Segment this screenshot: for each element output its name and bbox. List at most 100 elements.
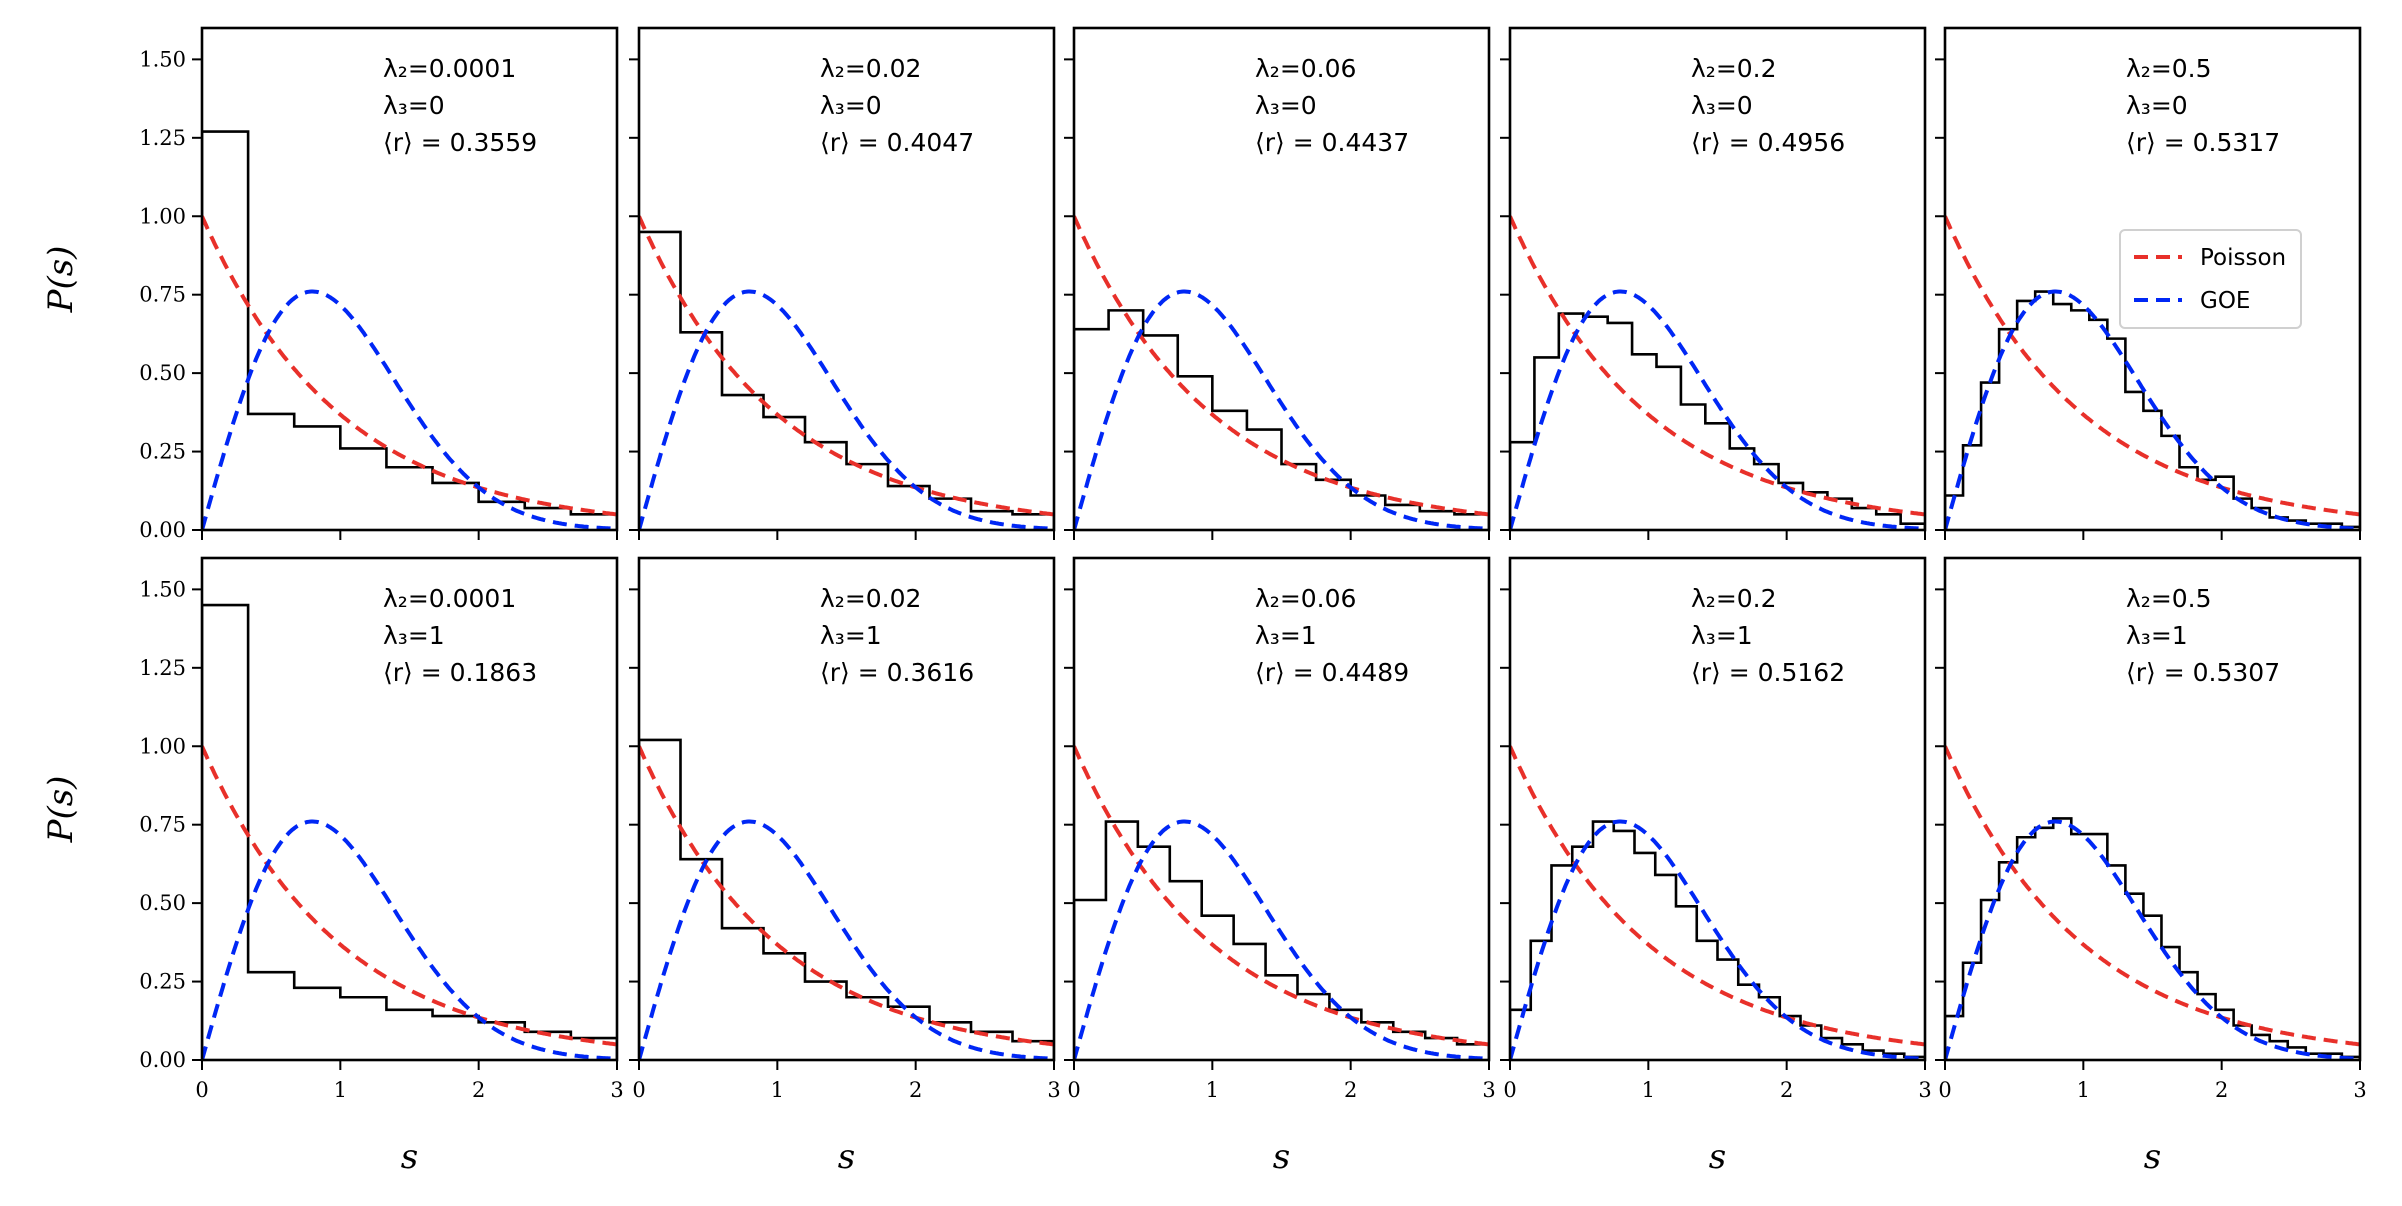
x-axis-label: s [838,1137,855,1177]
x-tick-label: 1 [1642,1078,1655,1102]
x-axis-label: s [1709,1137,1726,1177]
goe-curve [1945,819,2360,1060]
lambda3-label: λ₃=0 [820,91,882,120]
poisson-curve [1945,215,2360,517]
y-axis-label: P(s) [41,776,81,844]
lambda3-label: λ₃=1 [2126,621,2188,650]
plot-area [1074,745,1489,1060]
goe-curve [1510,819,1925,1060]
x-tick-label: 2 [909,1078,922,1102]
goe-curve [639,289,1054,530]
axes-frame [200,556,619,1062]
y-tick-label: 0.50 [139,891,186,915]
x-tick-label: 2 [1780,1078,1793,1102]
goe-curve [1074,289,1489,530]
y-tick-label: 1.50 [139,577,186,601]
poisson-curve [1074,745,1489,1047]
histogram [639,738,1054,1060]
axes-frame [1508,556,1927,1062]
lambda2-label: λ₂=0.02 [820,54,921,83]
plot-area [1510,215,1925,530]
histogram [1510,312,1925,530]
axes-frame [1508,26,1927,532]
y-tick-label: 0.00 [139,1048,186,1072]
histogram [639,230,1054,530]
plot-area [202,603,617,1060]
x-tick-label: 2 [472,1078,485,1102]
panel-3: λ₂=0.06 λ₃=0 ⟨r⟩ = 0.4437 [1064,26,1491,540]
plot-area [1074,215,1489,530]
poisson-curve [1074,215,1489,517]
x-axis-label: s [2144,1137,2161,1177]
goe-curve [1074,819,1489,1060]
histogram [1510,820,1925,1060]
mean-r-label: ⟨r⟩ = 0.4437 [1255,128,1409,157]
x-tick-label: 1 [2077,1078,2090,1102]
goe-curve [202,819,617,1060]
goe-curve [202,289,617,530]
x-tick-label: 0 [1938,1078,1951,1102]
histogram [1074,820,1489,1060]
x-axis-label: s [401,1137,418,1177]
x-tick-label: 0 [195,1078,208,1102]
x-axis-label: s [1273,1137,1290,1177]
lambda3-label: λ₃=1 [820,621,882,650]
goe-curve [1945,289,2360,530]
histogram [202,603,617,1060]
mean-r-label: ⟨r⟩ = 0.5317 [2126,128,2280,157]
lambda2-label: λ₂=0.5 [2126,54,2212,83]
goe-curve [1510,289,1925,530]
y-tick-label: 0.25 [139,970,186,994]
lambda3-label: λ₃=1 [1255,621,1317,650]
y-tick-label: 1.25 [139,656,186,680]
lambda2-label: λ₂=0.2 [1691,54,1777,83]
x-tick-label: 3 [1047,1078,1060,1102]
plot-area [639,738,1054,1060]
poisson-curve [202,745,617,1047]
lambda2-label: λ₂=0.06 [1255,584,1356,613]
panel-6: 0 1 2 3 0.00 0.25 0.50 0.75 1.00 1.25 1.50 λ₂=0.000… [41,556,624,1177]
x-tick-label: 3 [610,1078,623,1102]
panel-5: λ₂=0.5 λ₃=0 ⟨r⟩ = 0.5317 Poisson GOE [1935,26,2362,540]
panel-9: 0 1 2 3 λ₂=0.2 λ₃=1 ⟨r⟩ = 0.5162 s [1500,556,1932,1177]
mean-r-label: ⟨r⟩ = 0.4489 [1255,658,1409,687]
poisson-curve [1510,215,1925,517]
histogram [1945,817,2360,1060]
x-tick-label: 3 [1482,1078,1495,1102]
lambda2-label: λ₂=0.0001 [383,54,516,83]
mean-r-label: ⟨r⟩ = 0.3616 [820,658,974,687]
x-tick-label: 3 [1918,1078,1931,1102]
axes-frame [1072,26,1491,532]
x-tick-label: 0 [1067,1078,1080,1102]
plot-area [1945,215,2360,530]
mean-r-label: ⟨r⟩ = 0.4047 [820,128,974,157]
y-tick-label: 0.00 [139,518,186,542]
axes-frame [1072,556,1491,1062]
y-tick-label: 0.50 [139,361,186,385]
y-tick-label: 1.00 [139,204,186,228]
x-tick-label: 0 [1503,1078,1516,1102]
plot-area [202,130,617,530]
lambda3-label: λ₃=0 [1255,91,1317,120]
lambda2-label: λ₂=0.2 [1691,584,1777,613]
plot-area [639,215,1054,530]
x-tick-label: 1 [771,1078,784,1102]
lambda3-label: λ₃=0 [383,91,445,120]
axes-frame [1943,26,2362,532]
lambda3-label: λ₃=0 [2126,91,2188,120]
x-tick-label: 2 [2215,1078,2228,1102]
lambda3-label: λ₃=1 [1691,621,1753,650]
histogram [1074,309,1489,530]
lambda2-label: λ₂=0.06 [1255,54,1356,83]
lambda2-label: λ₂=0.0001 [383,584,516,613]
y-axis-label: P(s) [41,246,81,314]
y-tick-label: 1.25 [139,126,186,150]
x-tick-label: 1 [334,1078,347,1102]
goe-legend-label: GOE [2200,288,2250,314]
panel-7: 0 1 2 3 λ₂=0.02 λ₃=1 ⟨r⟩ = 0.3616 s [629,556,1061,1177]
poisson-curve [639,745,1054,1047]
legend-box [2119,229,2302,329]
y-tick-label: 0.75 [139,283,186,307]
poisson-curve [639,215,1054,517]
